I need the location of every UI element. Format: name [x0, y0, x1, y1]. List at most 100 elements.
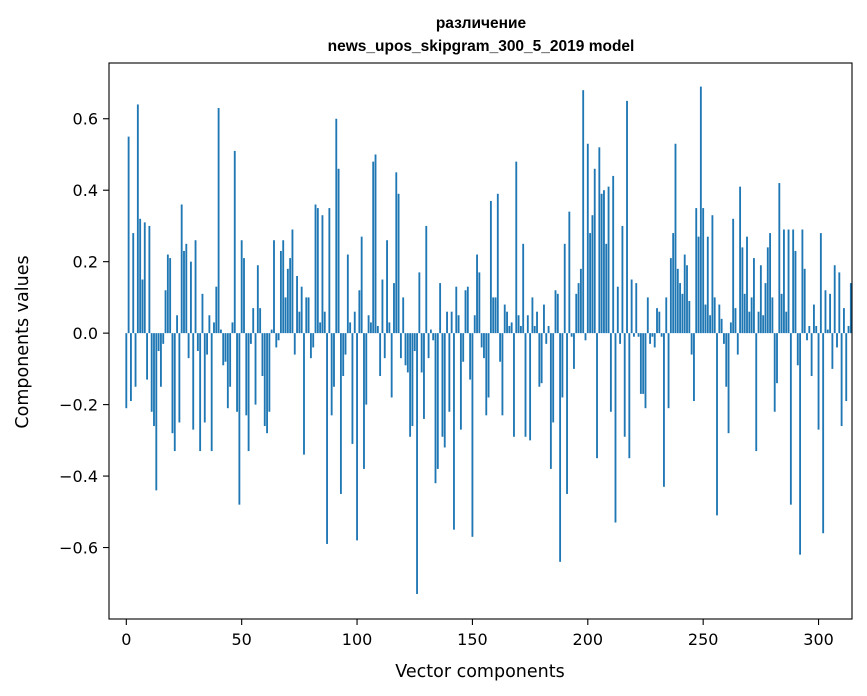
y-tick-label: 0.4 [73, 181, 98, 200]
bar [307, 297, 310, 334]
bar [686, 265, 688, 334]
bar [155, 333, 158, 491]
bar [607, 186, 610, 334]
bar [286, 268, 289, 334]
bar [319, 322, 322, 334]
x-axis-ticks: 0 50 100 150 200 250 300 [121, 619, 834, 649]
bar [416, 333, 418, 594]
bar [672, 233, 675, 334]
bar [729, 322, 732, 334]
bar [776, 333, 778, 384]
bar [589, 233, 592, 334]
x-tick-label: 150 [457, 630, 488, 649]
bar [494, 297, 497, 334]
bar [822, 333, 825, 534]
y-tick-label: −0.6 [59, 539, 98, 558]
bar [353, 311, 356, 334]
plot-frame [108, 62, 853, 620]
bar [132, 233, 135, 334]
bar [644, 333, 647, 409]
bar [510, 322, 513, 334]
bar [427, 333, 430, 359]
bar [829, 293, 832, 334]
bar [748, 311, 751, 334]
bar [681, 293, 684, 334]
bar [660, 333, 663, 337]
bar [148, 225, 151, 334]
bar [716, 333, 718, 516]
bar [173, 333, 176, 452]
bar [676, 268, 679, 334]
bar [741, 247, 744, 334]
bar [469, 333, 472, 380]
bar [404, 333, 407, 366]
bar [499, 333, 502, 362]
bar [180, 204, 183, 334]
bar [432, 333, 435, 341]
bar [199, 333, 202, 452]
bar [476, 254, 478, 334]
bar [637, 333, 640, 337]
bar [792, 229, 795, 334]
bar [222, 333, 225, 366]
bar [143, 222, 146, 334]
bar [836, 333, 838, 348]
bar [376, 325, 379, 334]
bar [270, 329, 273, 334]
bar [466, 286, 469, 334]
bar [753, 258, 755, 334]
bar [358, 290, 361, 334]
bar [771, 297, 774, 334]
bar [577, 283, 580, 334]
bar [273, 240, 275, 334]
bar [443, 333, 446, 448]
bar [656, 308, 658, 334]
bar [284, 297, 287, 334]
bar [423, 333, 425, 419]
bar [169, 258, 172, 334]
bar [547, 325, 550, 334]
bar [157, 333, 160, 352]
bar [418, 272, 421, 334]
bar [282, 240, 285, 334]
bar [806, 333, 808, 341]
bar [457, 315, 460, 334]
bar [328, 208, 331, 334]
bar [732, 218, 735, 334]
bar [600, 193, 603, 334]
bar [485, 333, 488, 416]
bar [162, 333, 165, 344]
bar [413, 333, 416, 352]
bar [219, 329, 222, 334]
bar [824, 290, 827, 334]
bar [688, 300, 691, 334]
bar [496, 193, 499, 334]
bar [778, 183, 781, 334]
bar [596, 333, 598, 459]
bar [206, 333, 208, 355]
bar [552, 333, 555, 423]
bar [508, 325, 511, 334]
bar [605, 243, 608, 334]
bar [386, 240, 388, 334]
bar [755, 333, 758, 452]
bar [439, 283, 442, 334]
bar [263, 333, 266, 427]
bar [515, 161, 518, 334]
bar [365, 333, 368, 405]
bar [633, 333, 635, 337]
bar [171, 333, 174, 434]
bar [561, 333, 564, 398]
bar [130, 333, 132, 402]
bar [646, 297, 649, 334]
bar [487, 333, 490, 398]
bar [483, 333, 485, 359]
x-tick-label: 0 [121, 630, 131, 649]
bar [335, 118, 338, 334]
bar [434, 333, 437, 484]
bar [789, 333, 792, 505]
bar [183, 250, 185, 334]
bar [236, 333, 238, 412]
bar [243, 258, 245, 334]
bar [141, 279, 144, 334]
